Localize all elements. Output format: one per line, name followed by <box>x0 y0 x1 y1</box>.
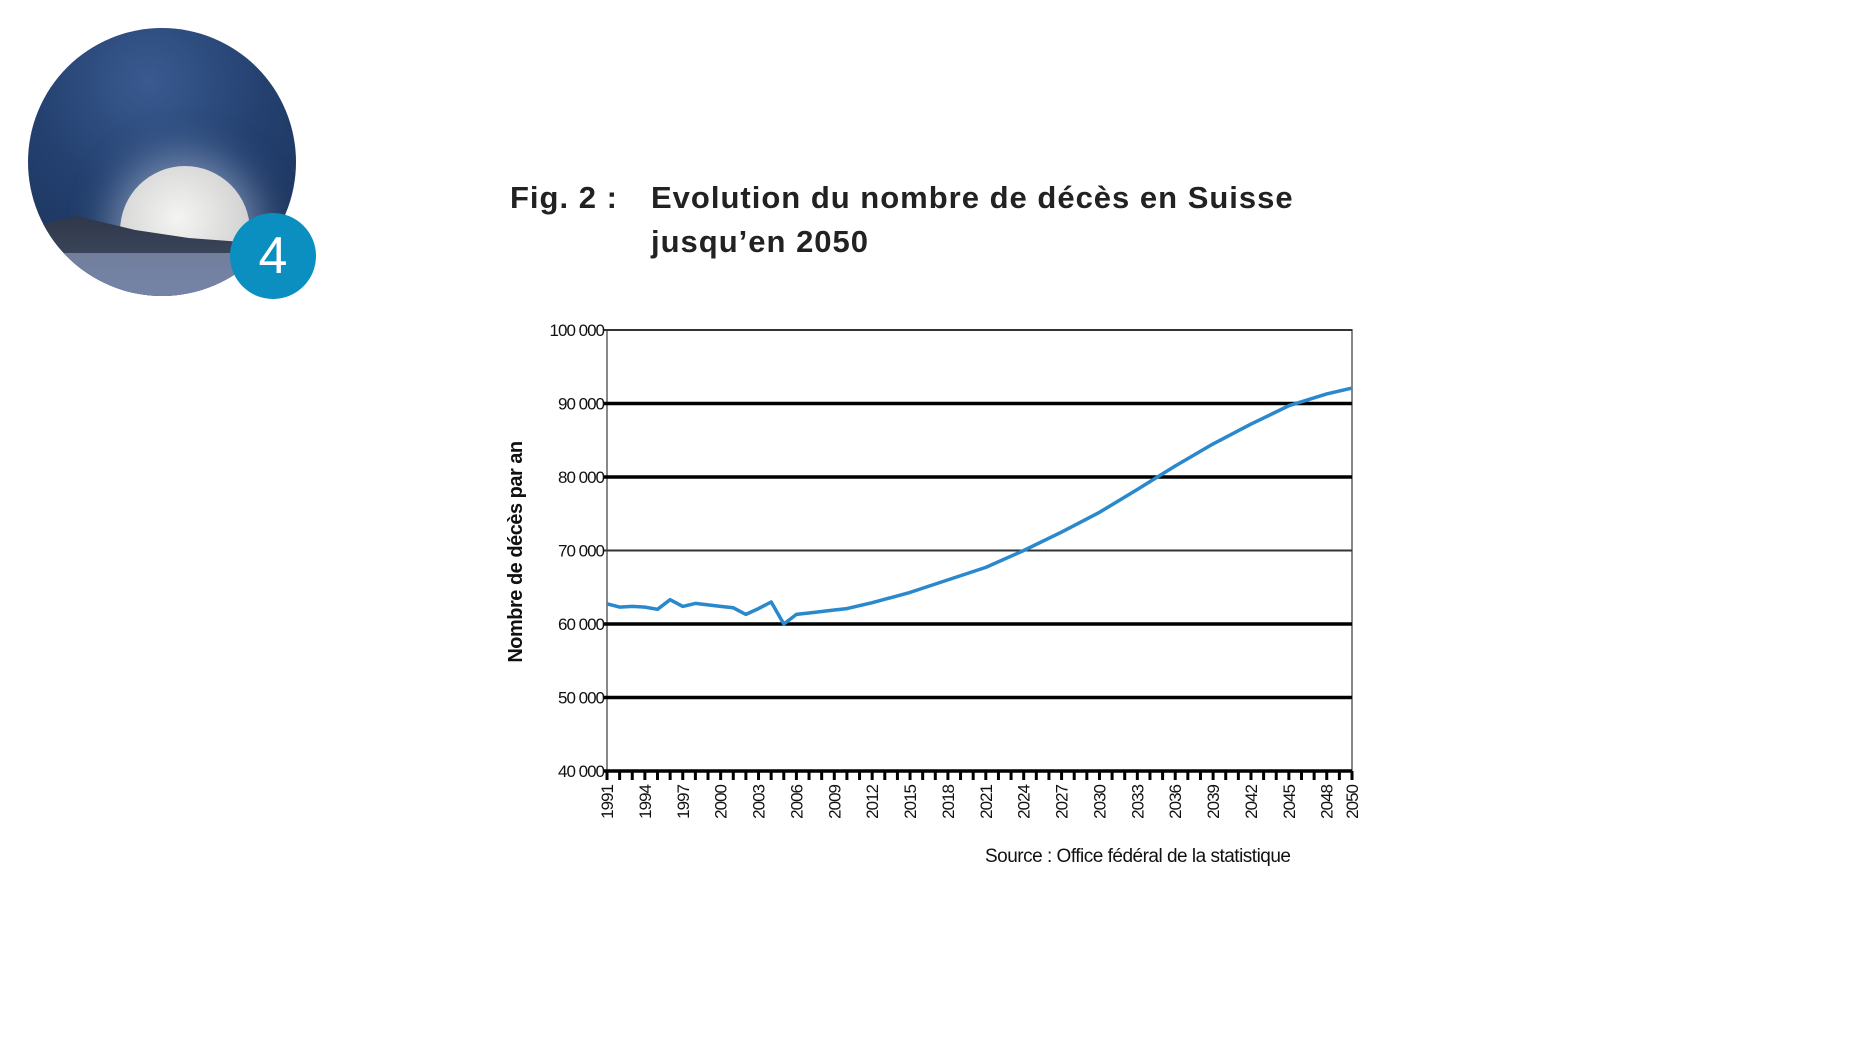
x-tick-label: 2027 <box>1053 784 1072 818</box>
x-tick-label: 2030 <box>1090 784 1109 818</box>
y-axis-label: Nombre de décès par an <box>505 441 527 662</box>
source-note: Source : Office fédéral de la statistiqu… <box>985 846 1291 867</box>
figure-title-line2: jusqu’en 2050 <box>651 224 870 259</box>
y-tick-label: 50 000 <box>558 689 605 708</box>
y-tick-label: 40 000 <box>558 762 605 781</box>
x-tick-label: 2000 <box>712 784 731 818</box>
y-tick-label: 90 000 <box>558 395 605 414</box>
slide-number-badge: 4 <box>230 213 316 299</box>
x-tick-label: 1997 <box>674 784 693 818</box>
x-tick-label: 2009 <box>825 784 844 818</box>
x-tick-label: 2018 <box>939 784 958 818</box>
x-tick-label: 1991 <box>598 784 617 818</box>
x-tick-label: 2006 <box>787 784 806 818</box>
y-tick-label: 70 000 <box>558 542 605 561</box>
x-tick-label: 2024 <box>1015 784 1034 818</box>
x-tick-label: 2012 <box>863 784 882 818</box>
x-tick-label: 2050 <box>1343 784 1362 818</box>
y-tick-label: 80 000 <box>558 468 605 487</box>
figure-label: Fig. 2 : <box>510 180 618 215</box>
x-tick-label: 2003 <box>750 784 769 818</box>
x-tick-label: 2039 <box>1204 784 1223 818</box>
x-tick-label: 2045 <box>1280 784 1299 818</box>
x-tick-label: 1994 <box>636 784 655 818</box>
x-tick-label: 2021 <box>977 784 996 818</box>
x-tick-label: 2033 <box>1128 784 1147 818</box>
figure-title-line1: Evolution du nombre de décès en Suisse <box>651 180 1294 215</box>
x-tick-label: 2015 <box>901 784 920 818</box>
x-tick-label: 2048 <box>1318 784 1337 818</box>
y-tick-label: 60 000 <box>558 615 605 634</box>
y-tick-label: 100 000 <box>550 321 605 340</box>
x-tick-label: 2042 <box>1242 784 1261 818</box>
deaths-series-line <box>606 386 1353 626</box>
x-tick-label: 2036 <box>1166 784 1185 818</box>
